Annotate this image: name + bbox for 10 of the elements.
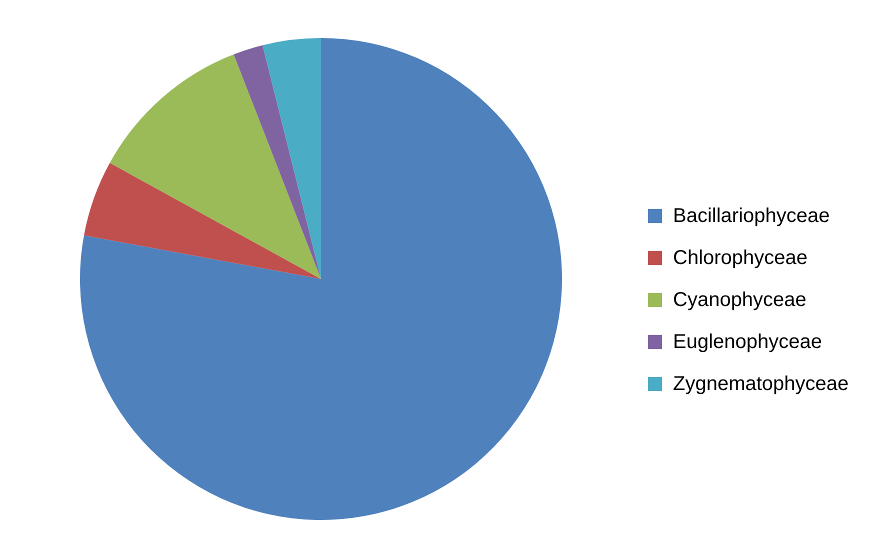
pie-slice: [84, 162, 321, 279]
pie-slice: [262, 38, 321, 279]
legend-label: Cyanophyceae: [673, 289, 806, 311]
legend-label: Euglenophyceae: [673, 331, 822, 353]
legend-label: Bacillariophyceae: [673, 205, 830, 227]
legend-label: Chlorophyceae: [673, 247, 808, 269]
pie-slice: [110, 54, 321, 279]
pie-slice: [234, 45, 321, 279]
pie-slice: [80, 38, 562, 520]
legend-label: Zygnematophyceae: [673, 373, 849, 395]
